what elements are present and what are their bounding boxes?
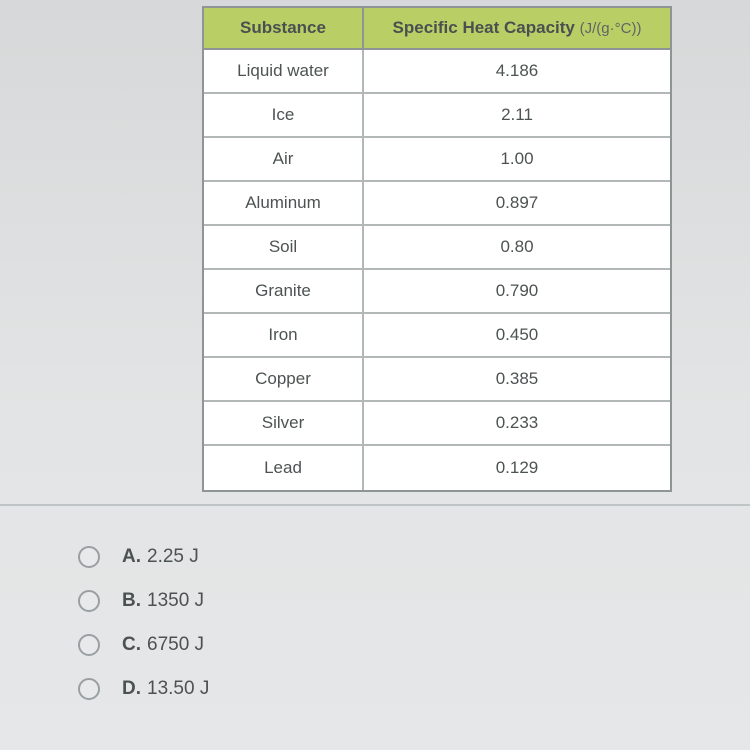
table-row: Iron 0.450 bbox=[204, 314, 670, 358]
table-row: Air 1.00 bbox=[204, 138, 670, 182]
radio-icon[interactable] bbox=[78, 590, 100, 612]
table-row: Lead 0.129 bbox=[204, 446, 670, 490]
value-cell: 0.385 bbox=[364, 358, 670, 400]
option-label: A. 2.25 J bbox=[122, 546, 199, 568]
substance-cell: Copper bbox=[204, 358, 364, 400]
heat-capacity-table: Substance Specific Heat Capacity (J/(g·°… bbox=[202, 6, 672, 492]
radio-icon[interactable] bbox=[78, 678, 100, 700]
option-text: 6750 J bbox=[147, 634, 204, 655]
substance-cell: Soil bbox=[204, 226, 364, 268]
table-row: Liquid water 4.186 bbox=[204, 50, 670, 94]
option-letter: D. bbox=[122, 678, 141, 699]
option-d[interactable]: D. 13.50 J bbox=[78, 678, 209, 700]
value-cell: 1.00 bbox=[364, 138, 670, 180]
page: Substance Specific Heat Capacity (J/(g·°… bbox=[0, 0, 750, 750]
column-header-substance: Substance bbox=[204, 8, 364, 48]
value-cell: 0.233 bbox=[364, 402, 670, 444]
option-letter: B. bbox=[122, 590, 141, 611]
option-text: 1350 J bbox=[147, 590, 204, 611]
column-header-capacity: Specific Heat Capacity (J/(g·°C)) bbox=[364, 8, 670, 48]
table-header-row: Substance Specific Heat Capacity (J/(g·°… bbox=[204, 8, 670, 50]
option-label: C. 6750 J bbox=[122, 634, 204, 656]
substance-cell: Iron bbox=[204, 314, 364, 356]
substance-cell: Lead bbox=[204, 446, 364, 490]
radio-icon[interactable] bbox=[78, 546, 100, 568]
substance-cell: Ice bbox=[204, 94, 364, 136]
table-row: Copper 0.385 bbox=[204, 358, 670, 402]
option-text: 2.25 J bbox=[147, 546, 199, 567]
capacity-unit: (J/(g·°C)) bbox=[580, 20, 642, 37]
substance-cell: Liquid water bbox=[204, 50, 364, 92]
option-c[interactable]: C. 6750 J bbox=[78, 634, 209, 656]
value-cell: 0.80 bbox=[364, 226, 670, 268]
option-a[interactable]: A. 2.25 J bbox=[78, 546, 209, 568]
value-cell: 2.11 bbox=[364, 94, 670, 136]
table-row: Soil 0.80 bbox=[204, 226, 670, 270]
answer-options: A. 2.25 J B. 1350 J C. 6750 J D. 13.50 J bbox=[78, 546, 209, 722]
table-row: Aluminum 0.897 bbox=[204, 182, 670, 226]
value-cell: 0.897 bbox=[364, 182, 670, 224]
option-b[interactable]: B. 1350 J bbox=[78, 590, 209, 612]
value-cell: 0.790 bbox=[364, 270, 670, 312]
substance-cell: Granite bbox=[204, 270, 364, 312]
section-divider bbox=[0, 504, 750, 506]
option-text: 13.50 J bbox=[147, 678, 209, 699]
table-row: Ice 2.11 bbox=[204, 94, 670, 138]
radio-icon[interactable] bbox=[78, 634, 100, 656]
option-label: D. 13.50 J bbox=[122, 678, 209, 700]
substance-cell: Air bbox=[204, 138, 364, 180]
table-row: Granite 0.790 bbox=[204, 270, 670, 314]
table-row: Silver 0.233 bbox=[204, 402, 670, 446]
option-letter: A. bbox=[122, 546, 141, 567]
substance-cell: Silver bbox=[204, 402, 364, 444]
value-cell: 4.186 bbox=[364, 50, 670, 92]
value-cell: 0.129 bbox=[364, 446, 670, 490]
capacity-label: Specific Heat Capacity bbox=[393, 18, 575, 37]
substance-cell: Aluminum bbox=[204, 182, 364, 224]
option-label: B. 1350 J bbox=[122, 590, 204, 612]
value-cell: 0.450 bbox=[364, 314, 670, 356]
option-letter: C. bbox=[122, 634, 141, 655]
